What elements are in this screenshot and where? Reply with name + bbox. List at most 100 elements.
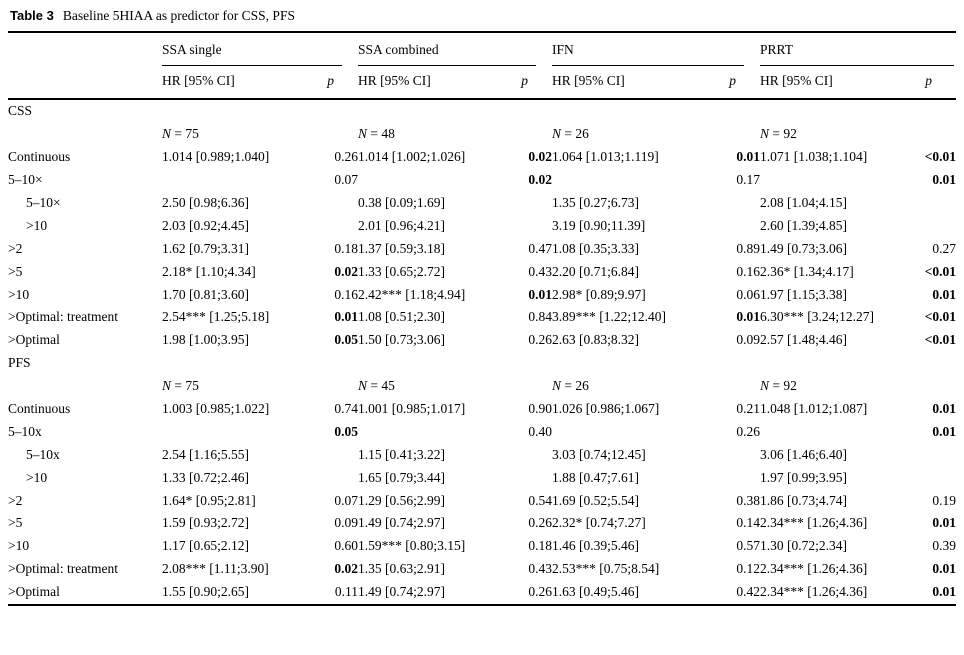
p-value [308, 443, 358, 466]
table-body: CSS N = 75 N = 48 N = 26 N = 92 Continuous 1.0… [8, 99, 956, 605]
sample-size-row: N = 75 N = 45 N = 26 N = 92 [8, 375, 956, 398]
hr-value: 2.50 [0.98;6.36] [162, 195, 249, 210]
hr-value: 1.048 [1.012;1.087] [760, 401, 868, 417]
p-value [704, 375, 760, 398]
hr-value: 1.064 [1.013;1.119] [552, 149, 659, 165]
p-value: 0.12 [736, 561, 761, 577]
hr-value [760, 169, 902, 192]
row-label: >Optimal: treatment [8, 309, 118, 325]
p-value [308, 375, 358, 398]
p-value: 0.01 [334, 309, 358, 325]
sample-size: N = 48 [358, 126, 395, 142]
p-value: 0.40 [528, 423, 553, 439]
hr-value [162, 420, 308, 443]
hr-value [358, 420, 502, 443]
p-value: 0.16 [334, 286, 358, 302]
hr-value: 3.03 [0.74;12.45] [552, 446, 646, 462]
p-value: 0.07 [334, 172, 358, 188]
p-value: 0.43 [528, 561, 553, 577]
table-row: >10 1.33 [0.72;2.46] 1.65 [0.79;3.44] 1.88 … [8, 466, 956, 489]
table-row: >5 2.18* [1.10;4.34] 0.02 1.33 [0.65;2.72] 0… [8, 260, 956, 283]
n-symbol: N [358, 378, 368, 394]
sample-size: N = 75 [162, 378, 199, 394]
hr-value: 2.42*** [1.18;4.94] [358, 286, 466, 302]
group-underline: PRRT [760, 42, 955, 66]
row-label: Continuous [8, 149, 71, 165]
table-row: >Optimal 1.98 [1.00;3.95] 0.05 1.50 [0.73;3… [8, 329, 956, 352]
p-value [704, 192, 760, 215]
row-label [8, 123, 162, 146]
table-header: SSA single SSA combined IFN PRRT HR [95%… [8, 32, 957, 100]
p-value: <0.01 [924, 263, 957, 279]
section-row: CSS [8, 99, 956, 123]
hr-value: 0.38 [0.09;1.69] [358, 195, 445, 210]
hr-value: 2.20 [0.71;6.84] [552, 263, 640, 279]
p-value [502, 466, 552, 489]
p-value: 0.42 [736, 584, 761, 600]
group-header-ssa-combined: SSA combined [358, 32, 552, 66]
p-value: 0.11 [334, 584, 358, 600]
p-value [902, 214, 956, 237]
p-value: 0.21 [736, 401, 761, 417]
table-row: >Optimal: treatment 2.54*** [1.25;5.18] 0.… [8, 306, 956, 329]
table-title: Baseline 5HIAA as predictor for CSS, PFS [62, 8, 295, 23]
hr-value: 1.08 [0.51;2.30] [358, 309, 445, 325]
p-value [902, 192, 956, 215]
hr-value: 1.70 [0.81;3.60] [162, 286, 249, 302]
hr-value: 1.63 [0.49;5.46] [552, 584, 640, 600]
hr-value: 1.003 [0.985;1.022] [162, 401, 270, 417]
hr-value [162, 169, 308, 192]
sample-size: N = 45 [358, 378, 395, 394]
p-value: 0.02 [528, 172, 553, 188]
hr-value: 1.69 [0.52;5.54] [552, 492, 640, 508]
hr-value: 1.014 [0.989;1.040] [162, 149, 270, 165]
sample-size: N = 26 [552, 378, 589, 394]
hr-value: 1.35 [0.63;2.91] [358, 561, 445, 577]
p-value: 0.02 [334, 561, 358, 577]
group-label: SSA single [162, 42, 222, 57]
hr-value [552, 169, 704, 192]
hr-value [358, 169, 502, 192]
hr-value: 2.63 [0.83;8.32] [552, 332, 640, 348]
hr-value: 1.08 [0.35;3.33] [552, 240, 640, 256]
hr-value: 1.50 [0.73;3.06] [358, 332, 445, 348]
p-value: 0.01 [736, 309, 761, 325]
table-row: 5–10× 2.50 [0.98;6.36] 0.38 [0.09;1.69] 1.3… [8, 192, 956, 215]
hr-value: 1.001 [0.985;1.017] [358, 401, 466, 417]
p-value: 0.01 [932, 561, 957, 577]
hr-value: 1.46 [0.39;5.46] [552, 538, 640, 554]
hr-value: 2.34*** [1.26;4.36] [760, 561, 868, 577]
subheader-row: HR [95% CI] p HR [95% CI] p HR [95% CI] … [8, 66, 957, 100]
row-label: >2 [8, 492, 23, 508]
hr-value: 1.30 [0.72;2.34] [760, 538, 848, 554]
p-value [502, 375, 552, 398]
hr-value: 2.98* [0.89;9.97] [552, 286, 646, 302]
hr-value: 1.65 [0.79;3.44] [358, 469, 445, 485]
empty-corner-cell [8, 32, 162, 66]
hr-value: 6.30*** [3.24;12.27] [760, 309, 875, 325]
p-value [308, 123, 358, 146]
n-symbol: N [552, 378, 562, 394]
table-row: >5 1.59 [0.93;2.72] 0.09 1.49 [0.74;2.97] 0.… [8, 512, 956, 535]
hr-value: 1.026 [0.986;1.067] [552, 401, 660, 417]
p-value: 0.38 [736, 492, 761, 508]
n-symbol: N [162, 378, 172, 394]
p-value: 0.84 [528, 309, 553, 325]
hr-value: 2.54*** [1.25;5.18] [162, 309, 270, 325]
p-value: 0.39 [932, 538, 957, 554]
row-label [8, 375, 162, 398]
row-label: >Optimal: treatment [8, 561, 118, 577]
hr-value [552, 420, 704, 443]
hr-value: 2.53*** [0.75;8.54] [552, 561, 660, 577]
row-label: 5–10× [8, 172, 43, 188]
p-value [308, 466, 358, 489]
hr-value: 1.33 [0.72;2.46] [162, 469, 249, 485]
sample-size: N = 92 [760, 126, 797, 142]
table-number: Table 3 [10, 8, 54, 23]
table-row: Continuous 1.003 [0.985;1.022] 0.74 1.001 [… [8, 398, 956, 421]
p-value [902, 375, 956, 398]
p-value: 0.47 [528, 240, 553, 256]
section-label: PFS [8, 355, 31, 371]
hr-value: 1.37 [0.59;3.18] [358, 240, 445, 256]
